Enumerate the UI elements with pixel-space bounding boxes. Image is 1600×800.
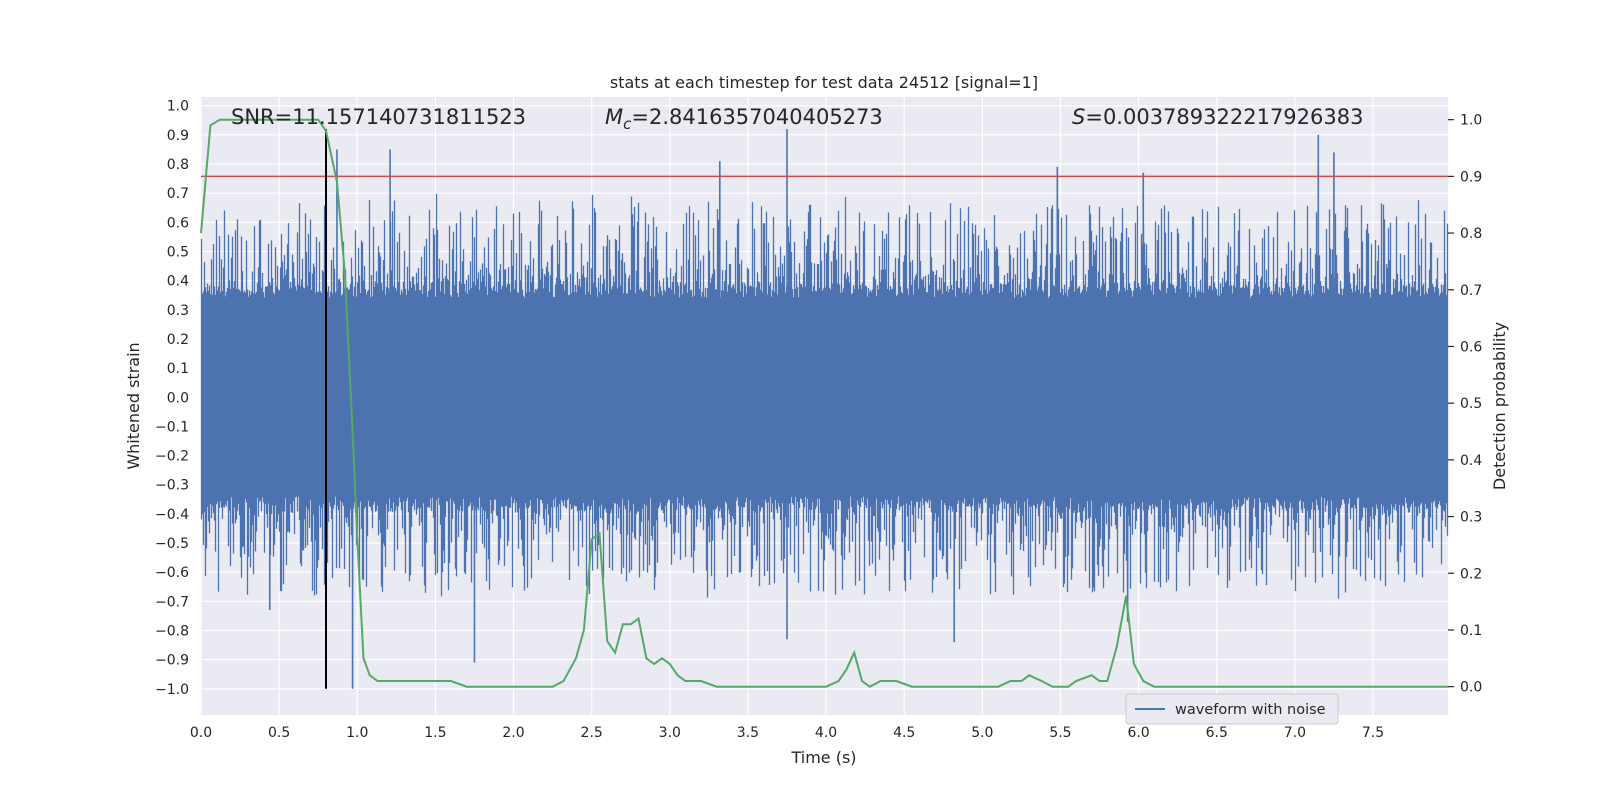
x-tick-label: 6.5 <box>1206 725 1228 741</box>
right-y-tick-label: 0.6 <box>1460 339 1482 355</box>
chirp-mass-subscript: c <box>623 115 632 133</box>
x-axis-ticks: 0.0 0.5 1.0 1.5 2.0 2.5 3.0 3.5 4.0 4.5 5.0 5.5 6.0 6… <box>190 725 1384 741</box>
waveform-series <box>200 129 1449 689</box>
y-tick-label: 0.5 <box>167 245 189 261</box>
right-y-tick-label: 0.7 <box>1460 283 1482 299</box>
chirp-mass-annotation: Mc=2.8416357040405273 <box>605 105 883 133</box>
right-y-axis-ticks: 1.0 0.9 0.8 0.7 0.6 0.5 0.4 0.3 0.2 0.1 0.0 <box>1448 113 1482 696</box>
x-tick-label: 0.0 <box>190 725 212 741</box>
y-tick-label: −0.3 <box>155 478 189 494</box>
y-tick-label: −1.0 <box>155 682 189 698</box>
y-tick-label: −0.1 <box>155 419 189 435</box>
x-tick-label: 7.0 <box>1284 725 1306 741</box>
x-tick-label: 7.5 <box>1362 725 1384 741</box>
right-y-tick-label: 0.1 <box>1460 623 1482 639</box>
right-y-tick-label: 0.8 <box>1460 226 1482 242</box>
right-y-axis-label: Detection probability <box>1490 322 1509 490</box>
y-axis-ticks: 1.0 0.9 0.8 0.7 0.6 0.5 0.4 0.3 0.2 0.1 0.0 −0.1 −0.… <box>155 99 189 698</box>
y-tick-label: 0.9 <box>167 128 189 144</box>
right-y-tick-label: 0.4 <box>1460 453 1482 469</box>
x-tick-label: 3.5 <box>737 725 759 741</box>
x-tick-label: 3.0 <box>659 725 681 741</box>
legend: waveform with noise <box>1125 693 1339 725</box>
y-tick-label: 0.3 <box>167 303 189 319</box>
y-tick-label: 0.2 <box>167 332 189 348</box>
right-y-tick-label: 0.3 <box>1460 510 1482 526</box>
y-tick-label: −0.7 <box>155 594 189 610</box>
right-y-tick-label: 0.2 <box>1460 566 1482 582</box>
right-y-tick-label: 0.9 <box>1460 169 1482 185</box>
x-tick-label: 0.5 <box>268 725 290 741</box>
y-tick-label: −0.6 <box>155 565 189 581</box>
y-tick-label: 0.1 <box>167 361 189 377</box>
right-y-tick-label: 1.0 <box>1460 113 1482 129</box>
y-tick-label: 1.0 <box>167 99 189 115</box>
waveform-noise <box>200 193 1449 599</box>
y-tick-label: −0.5 <box>155 536 189 552</box>
x-tick-label: 5.0 <box>971 725 993 741</box>
detection-probability-line <box>200 118 1448 688</box>
y-tick-label: 0.6 <box>167 215 189 231</box>
chirp-mass-symbol: M <box>605 105 623 129</box>
x-tick-label: 5.5 <box>1049 725 1071 741</box>
x-tick-label: 6.0 <box>1127 725 1149 741</box>
y-tick-label: −0.4 <box>155 507 189 523</box>
legend-box <box>1125 693 1339 725</box>
x-tick-label: 1.5 <box>424 725 446 741</box>
x-axis-label: Time (s) <box>790 748 856 767</box>
right-y-tick-label: 0.5 <box>1460 396 1482 412</box>
right-y-tick-label: 0.0 <box>1460 680 1482 696</box>
y-tick-label: 0.8 <box>167 157 189 173</box>
x-tick-label: 2.0 <box>502 725 524 741</box>
s-annotation: S=0.003789322217926383 <box>1072 105 1363 129</box>
x-tick-label: 4.5 <box>893 725 915 741</box>
x-tick-label: 4.0 <box>815 725 837 741</box>
snr-annotation: SNR=11.157140731811523 <box>231 105 526 129</box>
x-tick-label: 2.5 <box>581 725 603 741</box>
y-tick-label: 0.4 <box>167 274 189 290</box>
chirp-mass-value: =2.8416357040405273 <box>631 105 882 129</box>
chart-title: stats at each timestep for test data 245… <box>610 73 1038 92</box>
y-tick-label: −0.2 <box>155 449 189 465</box>
y-tick-label: −0.8 <box>155 623 189 639</box>
y-tick-label: −0.9 <box>155 653 189 669</box>
y-axis-label: Whitened strain <box>124 342 143 469</box>
s-symbol: S <box>1072 105 1085 129</box>
y-tick-label: 0.7 <box>167 186 189 202</box>
y-tick-label: 0.0 <box>167 390 189 406</box>
legend-label: waveform with noise <box>1175 702 1326 718</box>
s-value: =0.003789322217926383 <box>1085 105 1363 129</box>
x-tick-label: 1.0 <box>346 725 368 741</box>
